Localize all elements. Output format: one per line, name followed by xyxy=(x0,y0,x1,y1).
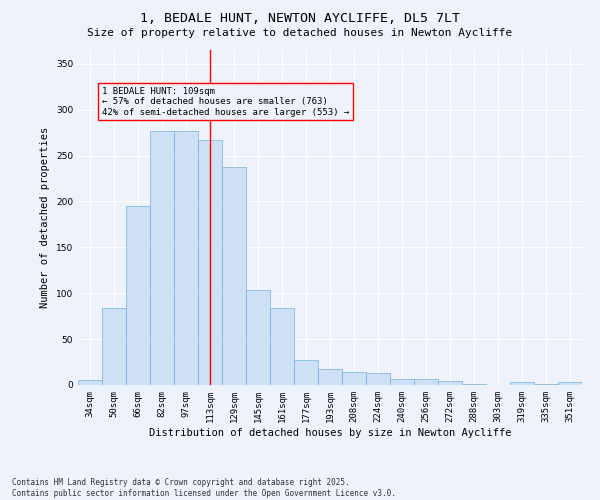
Text: Contains HM Land Registry data © Crown copyright and database right 2025.
Contai: Contains HM Land Registry data © Crown c… xyxy=(12,478,396,498)
Bar xyxy=(78,380,102,385)
Bar xyxy=(198,140,222,385)
Bar xyxy=(558,382,582,385)
Bar xyxy=(270,308,294,385)
Bar xyxy=(294,360,318,385)
Bar xyxy=(222,168,246,385)
Bar xyxy=(246,290,270,385)
Bar xyxy=(534,384,558,385)
Bar xyxy=(150,131,174,385)
Bar xyxy=(318,370,342,385)
Text: 1, BEDALE HUNT, NEWTON AYCLIFFE, DL5 7LT: 1, BEDALE HUNT, NEWTON AYCLIFFE, DL5 7LT xyxy=(140,12,460,26)
Bar xyxy=(342,372,366,385)
Bar xyxy=(510,382,534,385)
Bar xyxy=(438,382,462,385)
Bar xyxy=(462,384,486,385)
Bar xyxy=(126,206,150,385)
Text: 1 BEDALE HUNT: 109sqm
← 57% of detached houses are smaller (763)
42% of semi-det: 1 BEDALE HUNT: 109sqm ← 57% of detached … xyxy=(102,86,349,117)
Bar xyxy=(390,378,414,385)
Bar xyxy=(174,131,198,385)
Bar xyxy=(414,380,438,385)
Y-axis label: Number of detached properties: Number of detached properties xyxy=(40,127,50,308)
Bar xyxy=(102,308,126,385)
Text: Size of property relative to detached houses in Newton Aycliffe: Size of property relative to detached ho… xyxy=(88,28,512,38)
X-axis label: Distribution of detached houses by size in Newton Aycliffe: Distribution of detached houses by size … xyxy=(149,428,511,438)
Bar xyxy=(366,373,390,385)
